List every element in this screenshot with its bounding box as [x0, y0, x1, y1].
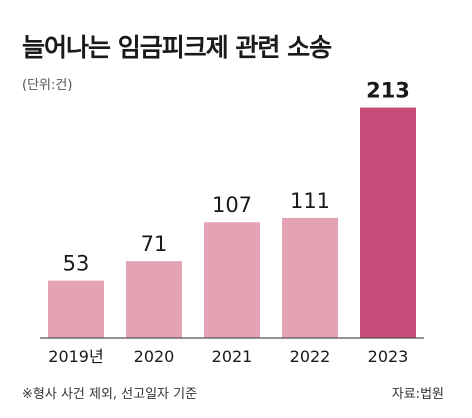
data-label-4: 213: [366, 79, 410, 103]
data-label-1: 71: [141, 232, 168, 256]
data-label-2: 107: [212, 193, 252, 217]
unit-label: (단위:건): [22, 78, 73, 93]
data-label-0: 53: [63, 252, 90, 276]
category-label-1: 2020: [134, 347, 175, 366]
data-label-3: 111: [290, 189, 330, 213]
bar-4: [360, 107, 416, 338]
category-label-3: 2022: [290, 347, 331, 366]
category-label-0: 2019년: [48, 347, 103, 366]
footnote: ※형사 사건 제외, 선고일자 기준: [22, 387, 198, 402]
category-label-2: 2021: [212, 347, 253, 366]
chart-title: 늘어나는 임금피크제 관련 소송: [22, 33, 332, 62]
bar-2: [204, 222, 260, 338]
bar-3: [282, 217, 338, 338]
category-label-4: 2023: [368, 347, 409, 366]
bar-0: [48, 280, 104, 338]
source-label: 자료:법원: [391, 387, 444, 402]
bar-1: [126, 261, 182, 338]
